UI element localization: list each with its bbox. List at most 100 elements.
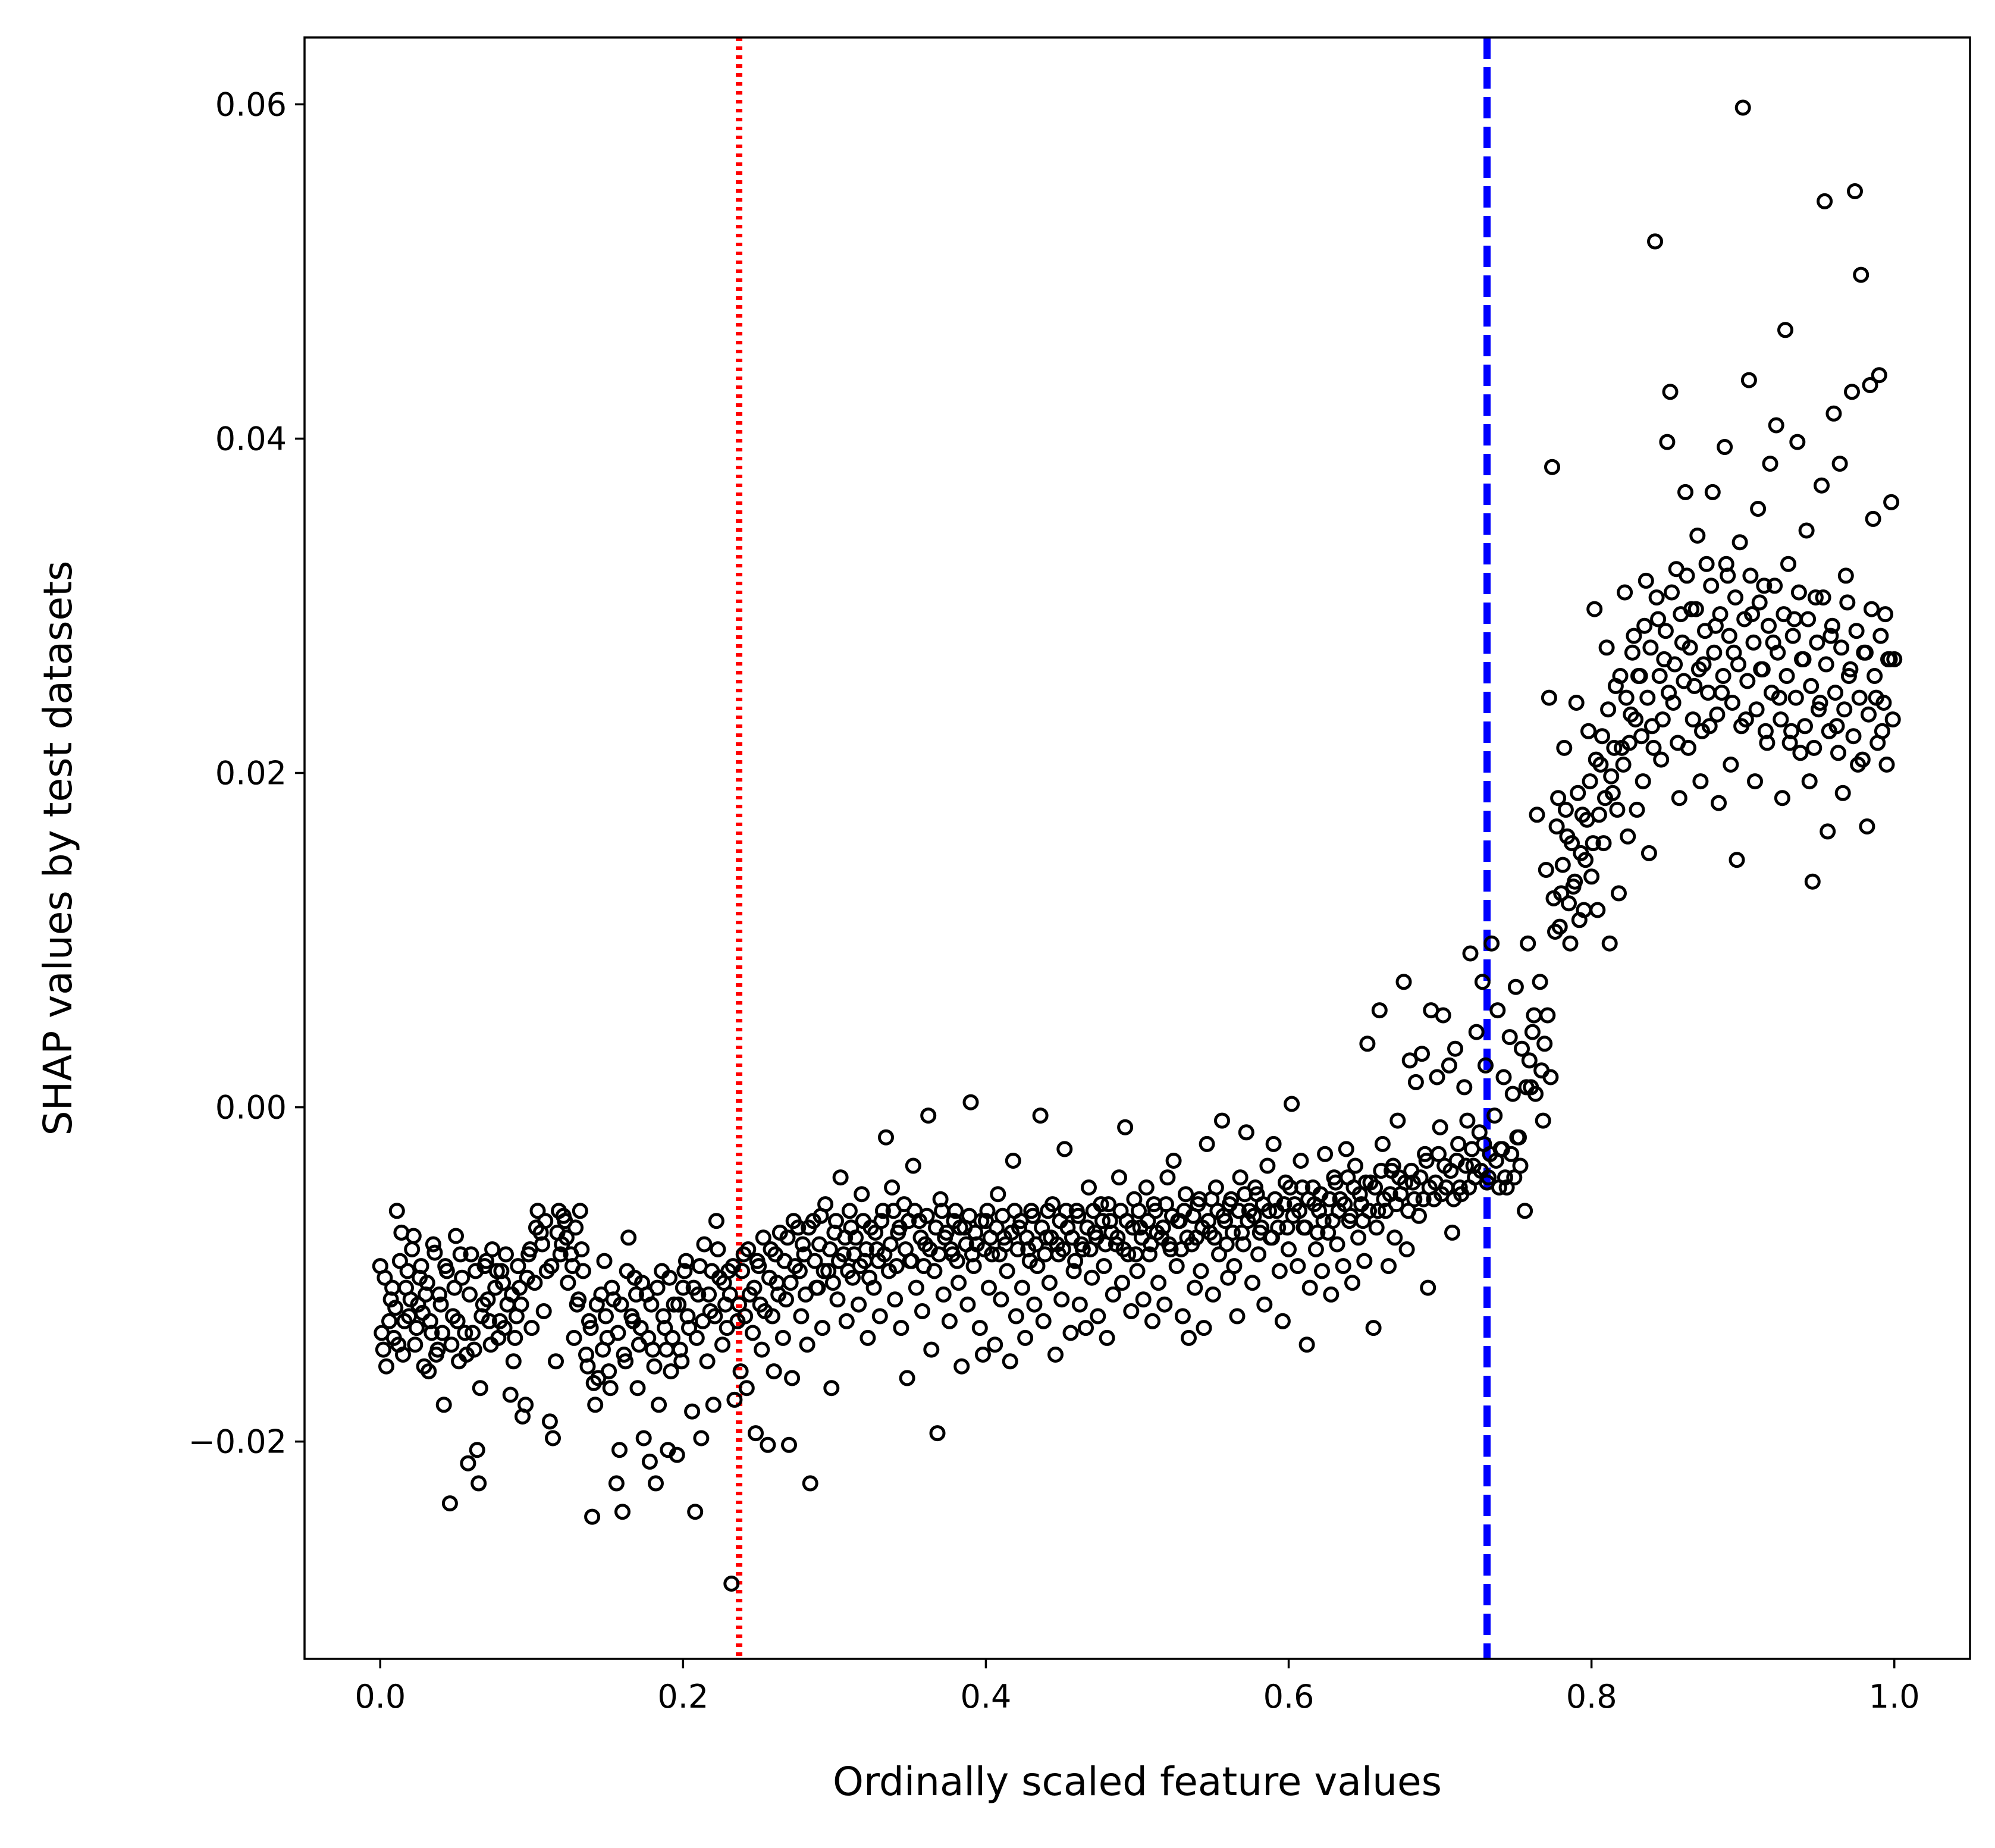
data-point [1676,673,1692,689]
data-point [1062,1325,1079,1341]
data-point [1040,1203,1056,1219]
data-point [1830,745,1846,761]
data-point [1483,935,1500,952]
data-point [1441,1057,1457,1074]
x-tick-label: 0.8 [1566,1678,1617,1715]
data-point [1187,1279,1203,1296]
data-point [1659,434,1676,450]
data-point [854,1186,870,1203]
data-point [1224,1224,1241,1241]
data-point [760,1436,776,1453]
data-point [1056,1141,1073,1157]
data-point [935,1286,952,1303]
data-point [1814,477,1830,494]
data-point [1196,1320,1212,1336]
data-point [781,1436,797,1453]
data-point [465,1325,481,1341]
data-point [425,1236,441,1253]
data-point [1211,1246,1227,1263]
data-point [738,1380,755,1397]
data-point [1742,567,1759,584]
data-point [951,1275,967,1291]
data-point [377,1269,393,1286]
data-points [372,99,1903,1592]
data-point [1751,594,1768,611]
data-point [446,1279,463,1296]
data-point [1388,1196,1404,1213]
data-point [1301,1279,1318,1296]
data-point [1079,1219,1096,1236]
data-point [1135,1291,1152,1308]
data-point [708,1213,724,1229]
data-point [1395,974,1412,990]
data-point [1729,852,1745,868]
data-point [1047,1347,1064,1363]
data-point [791,1263,808,1279]
data-point [1512,1157,1529,1174]
data-point [1478,1057,1494,1074]
data-point [1645,739,1662,756]
data-point [1179,1229,1196,1246]
data-point [1723,757,1739,773]
data-point [408,1320,425,1336]
data-point [470,1475,487,1492]
data-point [1842,661,1859,677]
data-point [1544,459,1560,475]
data-point [375,1341,391,1358]
data-point [1861,706,1877,723]
data-point [831,1253,847,1269]
data-point [664,1329,680,1346]
data-point [1639,689,1656,706]
data-point [1689,528,1706,544]
data-point [1206,1229,1223,1246]
data-point [1067,1253,1084,1269]
data-point [1682,639,1698,656]
data-point [1573,845,1589,861]
data-point [649,1279,666,1296]
data-point [1447,1040,1463,1057]
data-point [1200,1213,1217,1229]
data-point [1199,1135,1215,1152]
data-point [1831,456,1848,472]
data-point [1777,322,1793,338]
data-point [776,1253,793,1269]
data-point [1797,718,1813,735]
data-point [1041,1275,1058,1291]
data-point [1618,689,1635,706]
data-point [507,1329,523,1346]
data-point [915,1258,932,1275]
plot-frame [303,36,1971,1660]
data-point [620,1229,637,1246]
data-point [641,1453,658,1470]
data-point [1833,639,1850,656]
data-point [1673,606,1689,623]
data-point [1806,739,1823,756]
data-point [1731,534,1748,551]
data-point [1704,484,1721,500]
data-point [1144,1313,1160,1329]
data-point [462,1286,478,1303]
data-point [1823,627,1839,644]
data-point [502,1386,519,1403]
data-point [1768,417,1784,434]
data-point [1606,739,1623,756]
data-point [1099,1329,1115,1346]
data-point [1238,1124,1254,1141]
data-point [899,1370,915,1386]
data-point [1845,728,1862,745]
data-point [999,1263,1015,1279]
data-point [823,1380,840,1397]
data-point [737,1308,754,1325]
data-point [416,1358,432,1375]
x-tick-label: 0.4 [961,1678,1012,1715]
data-point [1647,233,1663,250]
data-point [754,1341,770,1358]
data-point [1585,835,1601,852]
data-point [1514,1040,1530,1057]
data-point [1748,701,1765,718]
data-point [1486,1107,1503,1124]
data-point [824,1275,841,1291]
data-point [1550,790,1567,807]
data-point [1612,668,1629,684]
data-point [1495,1069,1512,1085]
